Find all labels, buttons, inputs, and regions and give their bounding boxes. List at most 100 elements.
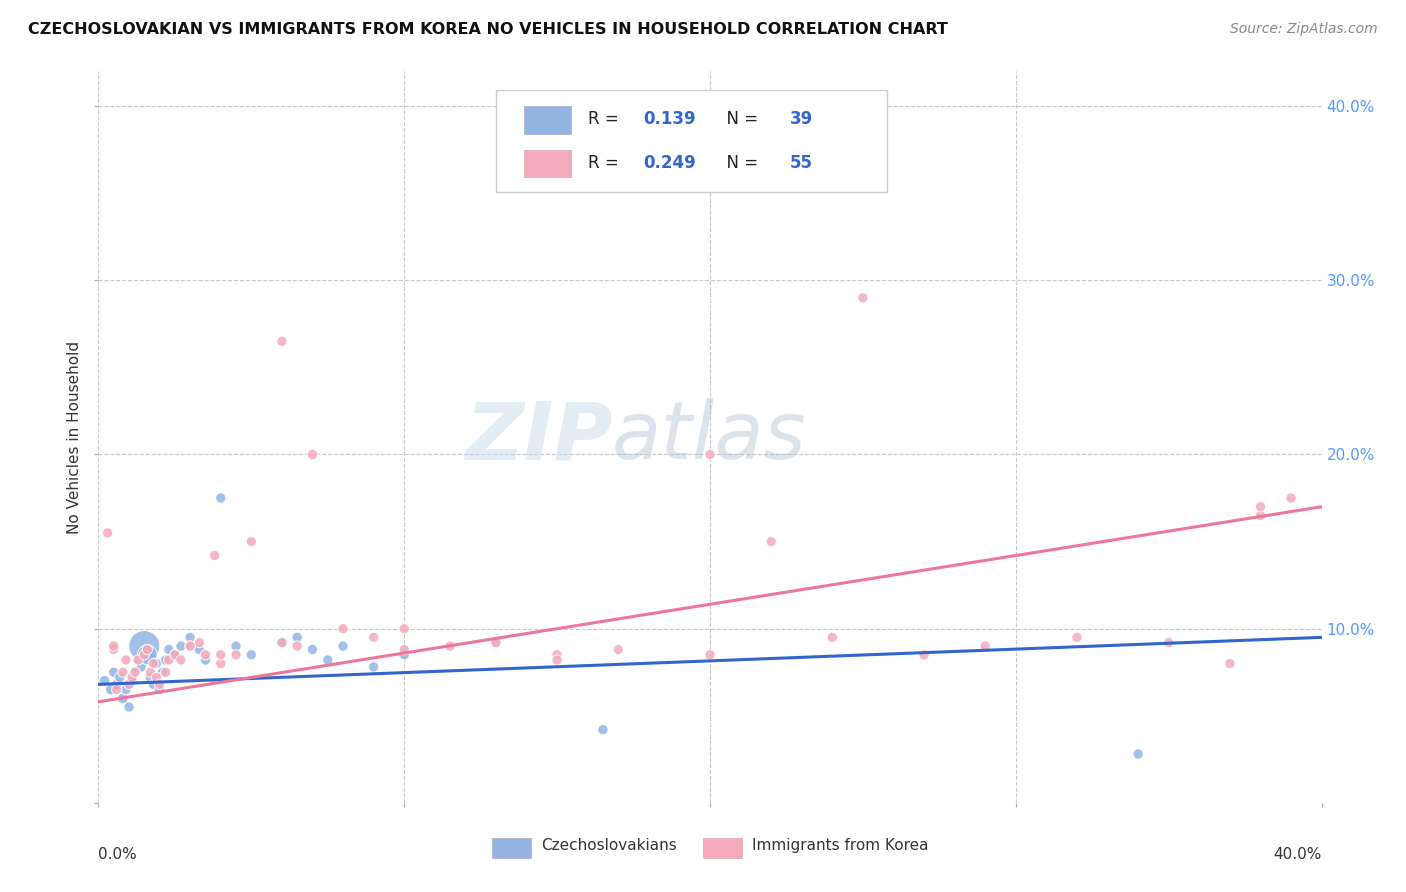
- Point: [121, 673, 143, 688]
- Text: 55: 55: [790, 153, 813, 172]
- Text: CZECHOSLOVAKIAN VS IMMIGRANTS FROM KOREA NO VEHICLES IN HOUSEHOLD CORRELATION CH: CZECHOSLOVAKIAN VS IMMIGRANTS FROM KOREA…: [28, 22, 948, 37]
- Point: [188, 635, 211, 649]
- Point: [127, 653, 149, 667]
- Point: [974, 639, 997, 653]
- Point: [699, 448, 721, 462]
- Point: [332, 639, 354, 653]
- Point: [225, 639, 247, 653]
- Text: ZIP: ZIP: [465, 398, 612, 476]
- Point: [301, 642, 323, 657]
- Point: [270, 635, 292, 649]
- Point: [152, 665, 174, 680]
- Text: R =: R =: [588, 110, 624, 128]
- Point: [105, 682, 128, 697]
- Point: [1157, 635, 1180, 649]
- Point: [134, 639, 156, 653]
- Point: [285, 639, 308, 653]
- Point: [821, 631, 844, 645]
- Point: [912, 648, 935, 662]
- Point: [100, 682, 122, 697]
- Point: [97, 525, 120, 540]
- Point: [363, 631, 385, 645]
- Point: [1249, 500, 1271, 514]
- Point: [194, 648, 217, 662]
- Point: [136, 648, 159, 662]
- Point: [145, 670, 167, 684]
- Text: 39: 39: [790, 110, 813, 128]
- Text: atlas: atlas: [612, 398, 807, 476]
- Point: [301, 448, 323, 462]
- Point: [209, 657, 232, 671]
- Point: [103, 639, 125, 653]
- Y-axis label: No Vehicles in Household: No Vehicles in Household: [67, 341, 83, 533]
- Text: N =: N =: [716, 153, 763, 172]
- Point: [103, 665, 125, 680]
- Point: [105, 677, 128, 691]
- Point: [179, 631, 201, 645]
- Point: [240, 648, 263, 662]
- Point: [1249, 508, 1271, 523]
- Point: [194, 653, 217, 667]
- Point: [124, 665, 146, 680]
- Text: Source: ZipAtlas.com: Source: ZipAtlas.com: [1230, 22, 1378, 37]
- Point: [111, 665, 134, 680]
- Point: [93, 673, 115, 688]
- Point: [157, 642, 180, 657]
- Point: [115, 653, 138, 667]
- Point: [285, 631, 308, 645]
- Point: [179, 639, 201, 653]
- Point: [392, 622, 416, 636]
- Point: [209, 648, 232, 662]
- Point: [149, 677, 172, 691]
- Point: [270, 635, 292, 649]
- FancyBboxPatch shape: [524, 106, 571, 134]
- Text: Immigrants from Korea: Immigrants from Korea: [752, 838, 929, 853]
- Point: [134, 648, 156, 662]
- Point: [145, 657, 167, 671]
- Point: [136, 642, 159, 657]
- Point: [155, 653, 177, 667]
- Text: 0.139: 0.139: [643, 110, 696, 128]
- FancyBboxPatch shape: [524, 150, 571, 178]
- Point: [439, 639, 461, 653]
- Point: [546, 653, 568, 667]
- Point: [179, 639, 201, 653]
- Point: [699, 648, 721, 662]
- Point: [240, 534, 263, 549]
- Point: [111, 691, 134, 706]
- Point: [1066, 631, 1088, 645]
- Point: [204, 549, 226, 563]
- Text: Czechoslovakians: Czechoslovakians: [541, 838, 678, 853]
- Point: [485, 635, 508, 649]
- Point: [607, 642, 630, 657]
- Point: [392, 642, 416, 657]
- Point: [149, 682, 172, 697]
- Point: [129, 660, 152, 674]
- Point: [316, 653, 339, 667]
- Point: [170, 639, 193, 653]
- Point: [157, 653, 180, 667]
- Point: [163, 648, 186, 662]
- Point: [170, 653, 193, 667]
- Point: [485, 635, 508, 649]
- Text: 0.249: 0.249: [643, 153, 696, 172]
- Point: [118, 700, 141, 714]
- Point: [592, 723, 614, 737]
- Point: [139, 665, 162, 680]
- Point: [142, 677, 165, 691]
- Text: 0.0%: 0.0%: [98, 847, 138, 862]
- Point: [124, 665, 146, 680]
- Point: [142, 657, 165, 671]
- Point: [852, 291, 875, 305]
- Point: [188, 642, 211, 657]
- Point: [118, 677, 141, 691]
- Point: [363, 660, 385, 674]
- Point: [127, 653, 149, 667]
- Text: 40.0%: 40.0%: [1274, 847, 1322, 862]
- Point: [1128, 747, 1150, 761]
- Point: [225, 648, 247, 662]
- Text: N =: N =: [716, 110, 763, 128]
- Point: [392, 648, 416, 662]
- Point: [759, 534, 782, 549]
- Point: [103, 642, 125, 657]
